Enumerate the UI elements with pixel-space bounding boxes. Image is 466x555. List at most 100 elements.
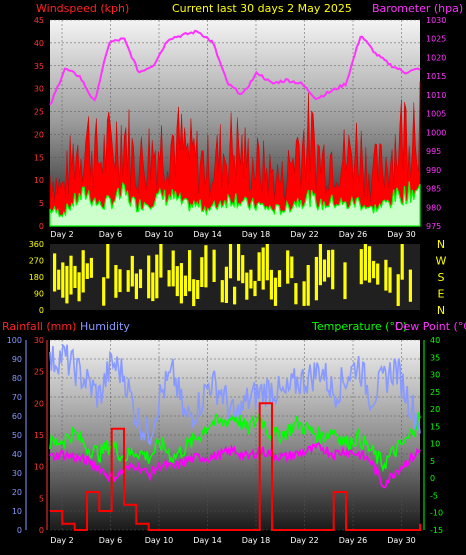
wind-direction-mark [134, 273, 138, 300]
temperature-tick-label: 0 [430, 474, 435, 483]
humidity-tick-label: 0 [17, 526, 22, 535]
wind-direction-mark [130, 255, 134, 287]
wind-direction-mark [224, 266, 228, 303]
panel2-series [53, 244, 412, 307]
direction-tick-label: 180 [29, 273, 44, 282]
wind-direction-mark [138, 269, 143, 289]
day-tick-label: Day 18 [242, 230, 271, 239]
wind-direction-mark [400, 244, 404, 280]
wind-direction-mark [53, 253, 57, 292]
day-tick-label: Day 22 [290, 536, 319, 545]
barometer-tick-label: 980 [426, 203, 441, 212]
humidity-tick-label: 80 [12, 374, 22, 383]
temperature-axis-label: Temperature (°C) [311, 320, 407, 333]
barometer-axis-label: Barometer (hpa) [372, 2, 463, 15]
wind-direction-mark [376, 263, 380, 285]
direction-tick-label: 0 [39, 306, 44, 315]
wind-direction-mark [388, 267, 392, 293]
wind-direction-mark [228, 244, 233, 279]
panel3-series [49, 343, 421, 531]
wind-direction-mark [384, 259, 388, 291]
wind-direction-mark [233, 286, 237, 305]
wind-direction-mark [314, 256, 318, 301]
humidity-tick-label: 10 [12, 507, 22, 516]
day-tick-label: Day 6 [99, 536, 122, 545]
wind-direction-mark [220, 280, 224, 303]
day-tick-label: Day 10 [145, 230, 174, 239]
wind-direction-mark [343, 262, 347, 300]
wind-direction-mark [306, 265, 310, 306]
windspeed-tick-label: 45 [34, 16, 44, 25]
wind-direction-mark [159, 244, 163, 278]
barometer-tick-label: 1020 [426, 53, 446, 62]
temperature-tick-label: 5 [430, 457, 435, 466]
panel2-left-ticks: 0 90 180 270 360 [29, 240, 44, 315]
wind-direction-mark [81, 250, 85, 293]
humidity-tick-label: 50 [12, 431, 22, 440]
wind-direction-mark [277, 270, 282, 287]
barometer-tick-label: 1010 [426, 91, 446, 100]
day-tick-label: Day 18 [242, 536, 271, 545]
day-tick-label: Day 30 [387, 230, 416, 239]
humidity-axis-label: Humidity [80, 320, 130, 333]
rain-tick-label: 30 [34, 336, 44, 345]
wind-direction-mark [188, 250, 192, 292]
temperature-tick-label: -5 [430, 491, 438, 500]
panel3-rain-ticks: 0 5 10 15 20 25 30 [34, 336, 48, 535]
wind-direction-mark [331, 249, 335, 290]
rain-tick-label: 20 [34, 399, 44, 408]
wind-direction-mark [73, 265, 77, 288]
windspeed-tick-label: 35 [34, 62, 44, 71]
wind-direction-mark [261, 247, 265, 290]
wind-direction-mark [196, 280, 200, 299]
wind-direction-mark [257, 252, 261, 281]
wind-direction-mark [367, 246, 372, 283]
barometer-tick-label: 975 [426, 222, 441, 231]
windspeed-tick-label: 20 [34, 130, 44, 139]
wind-direction-mark [241, 255, 245, 284]
windspeed-axis-label: Windspeed (kph) [36, 2, 129, 15]
panel1-x-ticks: Day 2 Day 6 Day 10 Day 14 Day 18 Day 22 Day 26… [50, 230, 415, 239]
wind-direction-mark [61, 262, 65, 298]
wind-direction-mark [269, 269, 273, 300]
day-tick-label: Day 26 [339, 536, 368, 545]
wind-direction-mark [118, 269, 122, 293]
humidity-tick-label: 70 [12, 393, 22, 402]
day-tick-label: Day 22 [290, 230, 319, 239]
temperature-tick-label: 30 [430, 371, 440, 380]
panel1-left-ticks: 0 5 10 15 20 25 30 35 40 45 [34, 16, 44, 231]
wind-direction-mark [85, 263, 89, 279]
windspeed-tick-label: 40 [34, 39, 44, 48]
humidity-tick-label: 40 [12, 450, 22, 459]
panel1-right-ticks: 975 980 985 990 995 1000 1005 1010 1015 1020 1025 1… [426, 16, 446, 231]
panel3-humidity-ticks: 0 10 20 30 40 50 60 70 80 90 100 [7, 336, 27, 535]
wind-direction-mark [57, 269, 61, 290]
wind-direction-mark [302, 281, 306, 306]
barometer-tick-label: 995 [426, 147, 441, 156]
windspeed-tick-label: 0 [39, 222, 44, 231]
dewpoint-axis-label: Dew Point (°C) [395, 320, 466, 333]
compass-label: E [438, 288, 445, 301]
panel1-series [49, 29, 421, 227]
wind-direction-mark [372, 260, 376, 279]
barometer-tick-label: 990 [426, 166, 441, 175]
windgust-series [49, 181, 421, 227]
day-tick-label: Day 14 [193, 536, 222, 545]
barometer-series [49, 29, 421, 106]
wind-direction-mark [155, 254, 159, 299]
windspeed-tick-label: 25 [34, 108, 44, 117]
compass-label: N [437, 238, 445, 251]
wind-direction-mark [175, 266, 179, 297]
wind-direction-mark [183, 275, 188, 296]
day-tick-label: Day 10 [145, 536, 174, 545]
wind-direction-mark [114, 265, 118, 298]
barometer-tick-label: 1030 [426, 16, 446, 25]
wind-direction-mark [212, 249, 216, 282]
rainfall-series [50, 402, 421, 531]
wind-direction-mark [204, 245, 208, 288]
day-tick-label: Day 26 [339, 230, 368, 239]
wind-direction-mark [200, 257, 204, 287]
barometer-tick-label: 985 [426, 185, 441, 194]
